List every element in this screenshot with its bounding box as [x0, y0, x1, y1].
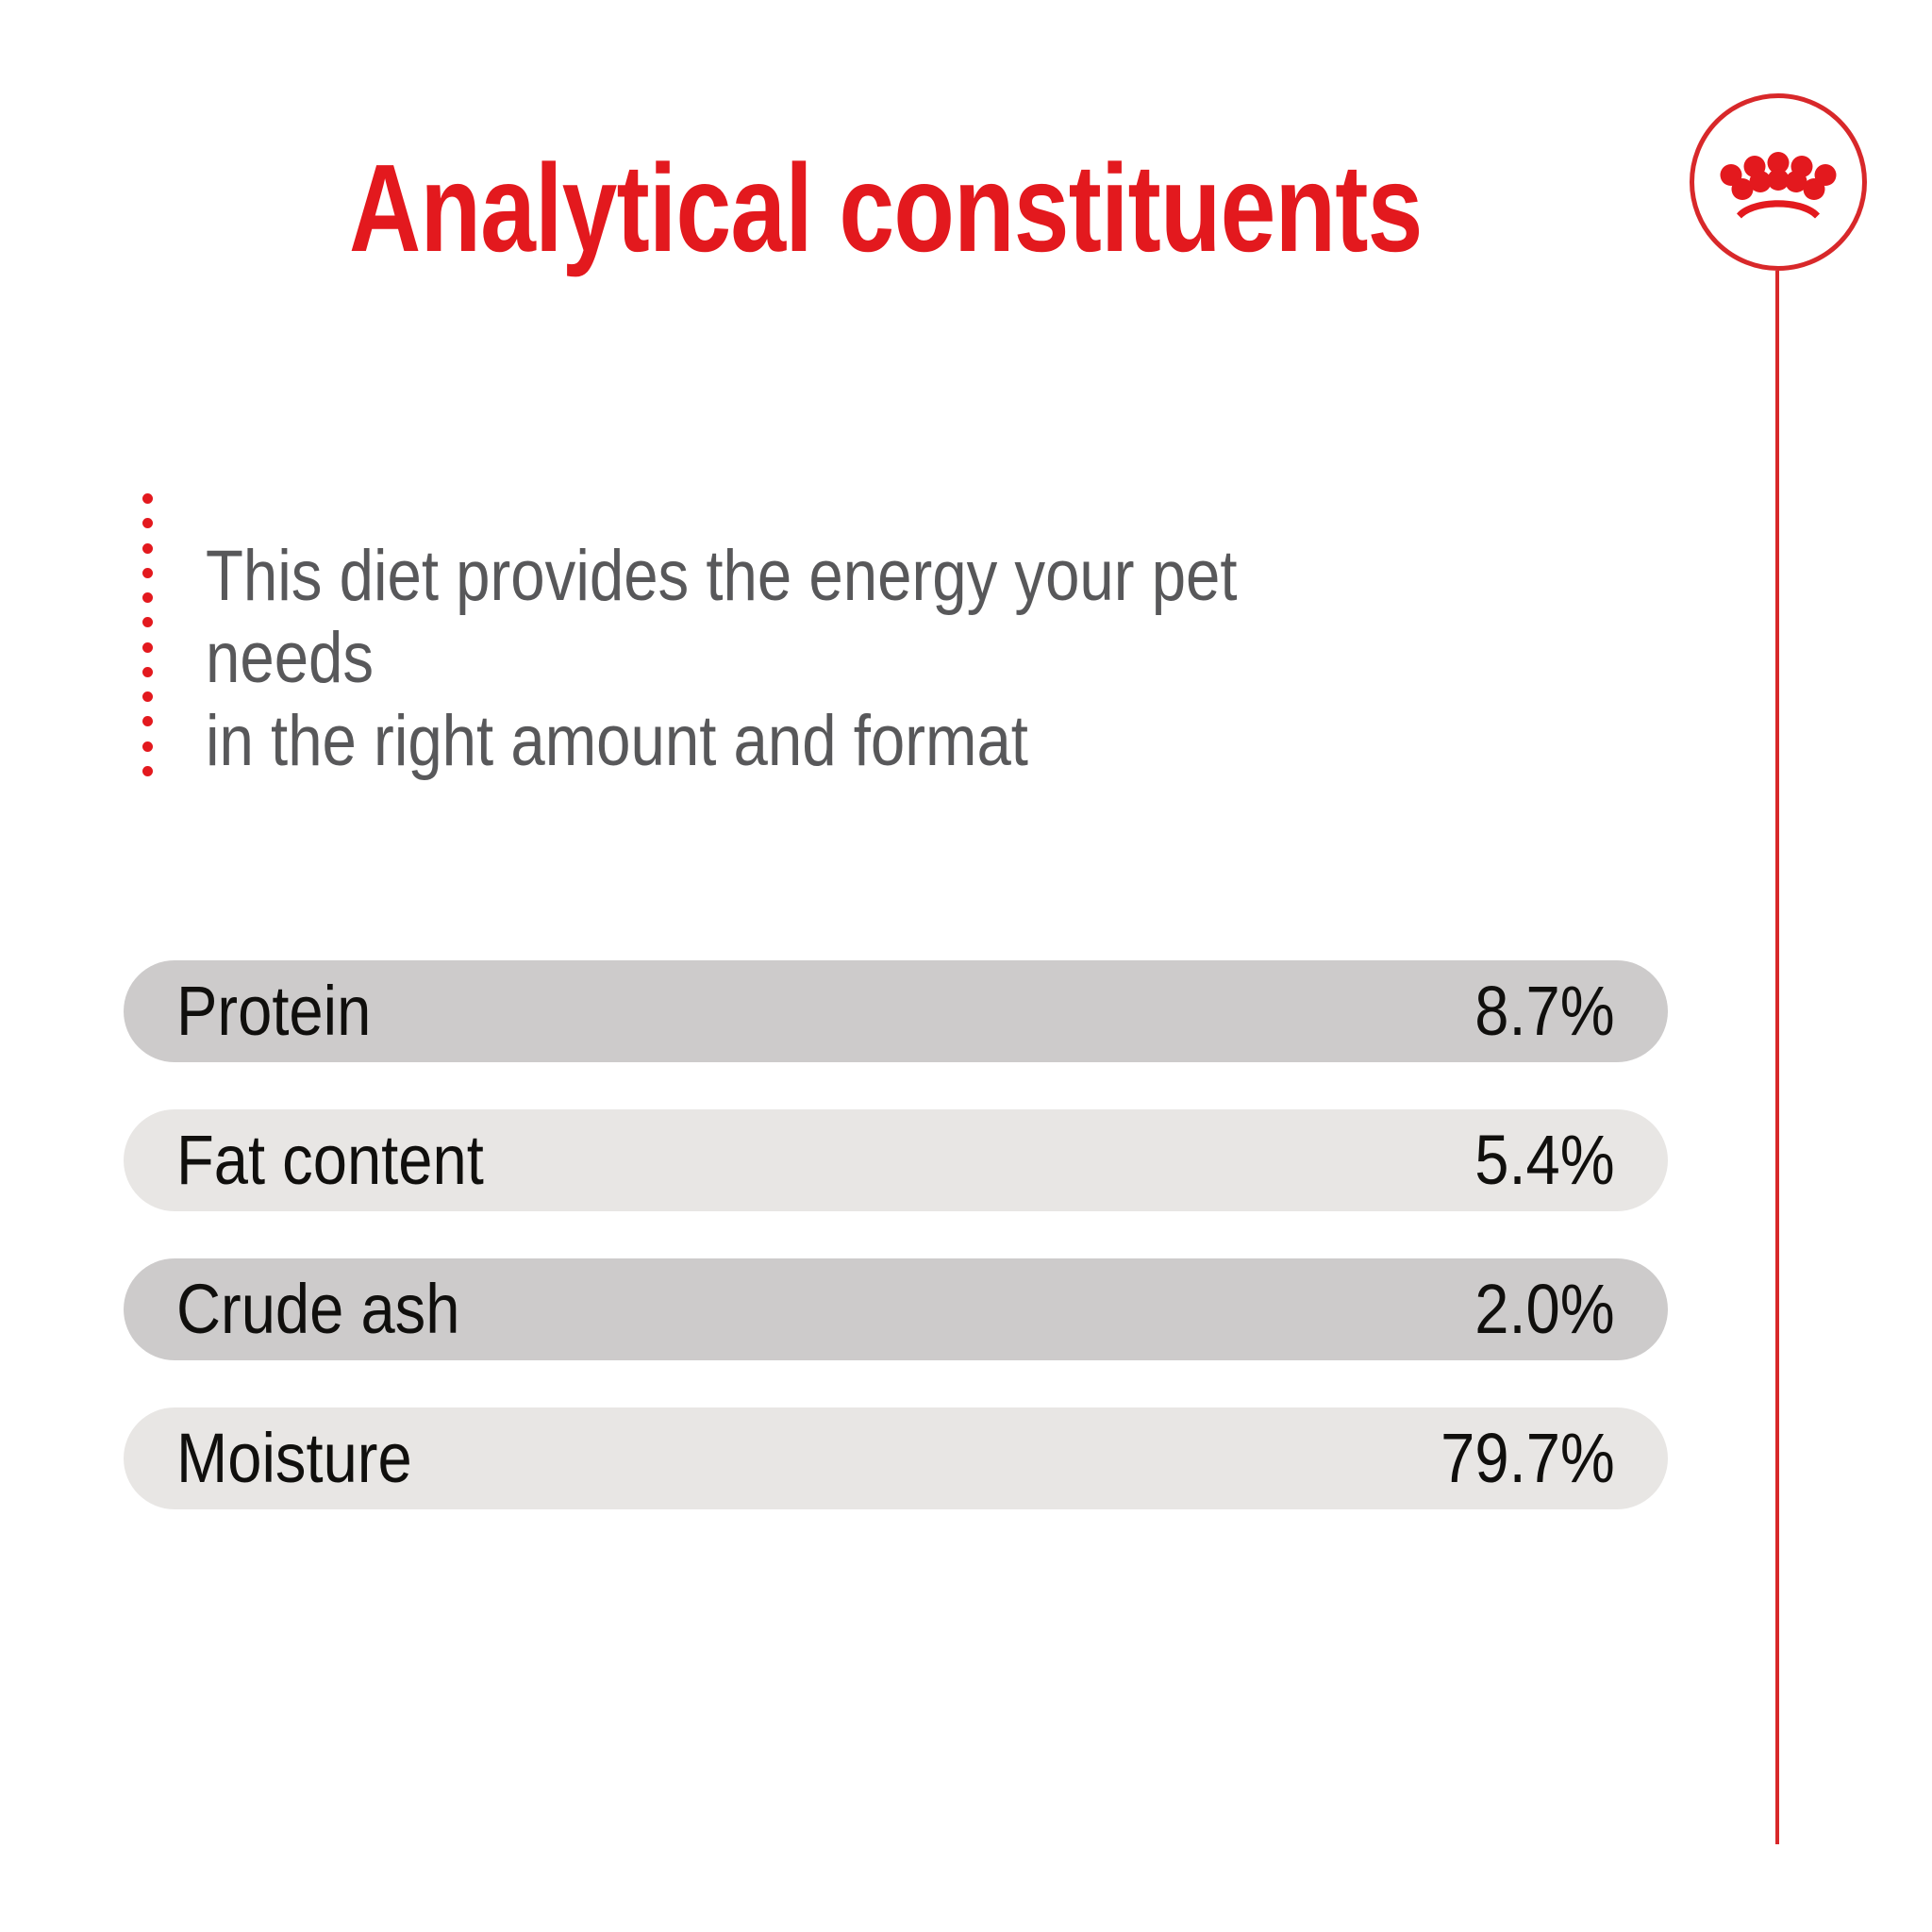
row-label: Moisture: [176, 1419, 412, 1497]
row-value: 79.7%: [1441, 1419, 1615, 1497]
row-value: 2.0%: [1474, 1270, 1615, 1348]
intro-text: This diet provides the energy your pet n…: [206, 536, 1238, 781]
row-value: 8.7%: [1474, 972, 1615, 1050]
constituents-table: Protein 8.7% Fat content 5.4% Crude ash …: [124, 960, 1668, 1509]
logo-stem-line: [1775, 271, 1779, 1844]
row-label: Crude ash: [176, 1270, 460, 1348]
table-row: Moisture 79.7%: [124, 1407, 1668, 1509]
brand-logo: [1690, 93, 1867, 271]
row-value: 5.4%: [1474, 1121, 1615, 1199]
logo-circle-outline: [1690, 93, 1867, 271]
row-label: Fat content: [176, 1121, 484, 1199]
table-row: Crude ash 2.0%: [124, 1258, 1668, 1360]
row-label: Protein: [176, 972, 372, 1050]
dotted-rail-icon: [142, 493, 153, 776]
table-row: Fat content 5.4%: [124, 1109, 1668, 1211]
crown-icon: [1720, 152, 1837, 219]
page-title: Analytical constituents: [349, 139, 1423, 277]
table-row: Protein 8.7%: [124, 960, 1668, 1062]
